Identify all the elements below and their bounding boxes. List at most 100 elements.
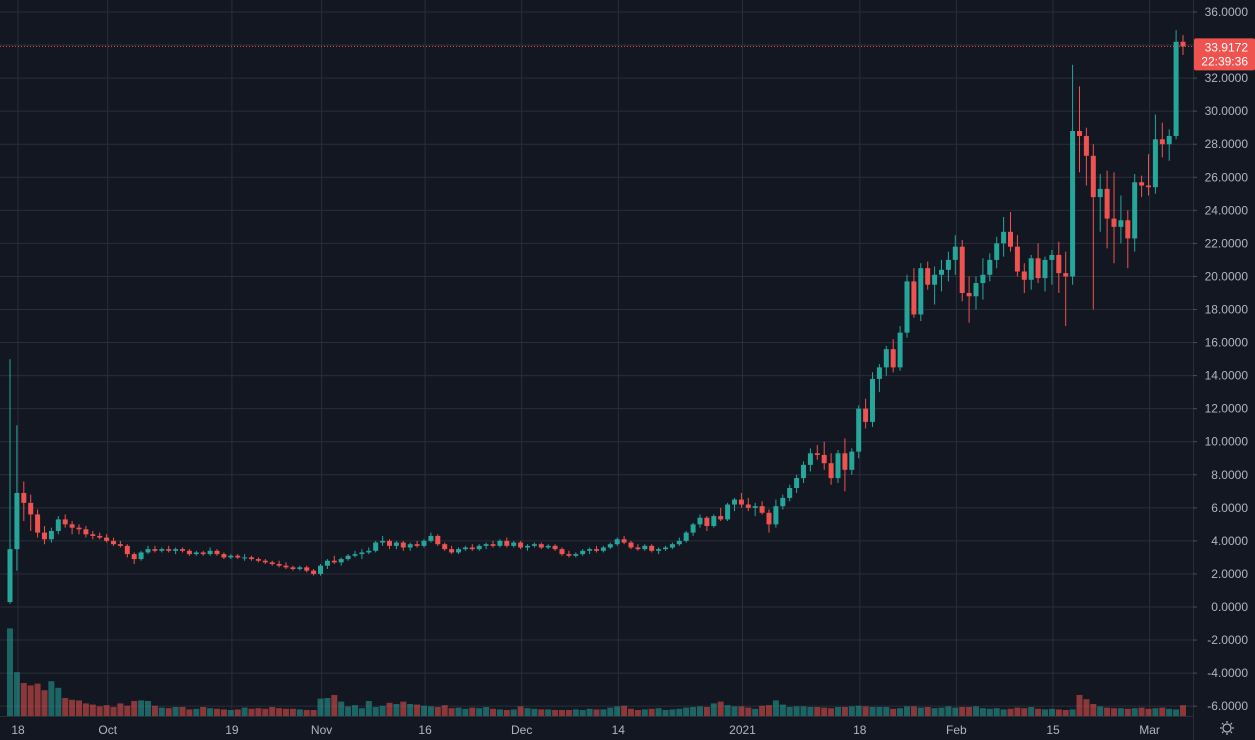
candle-body [1042,259,1048,279]
volume-bar [634,710,641,716]
volume-bar [441,705,448,716]
candle-body [1056,254,1062,274]
candle-body [856,408,862,452]
candle-body [1146,185,1151,188]
candle-body [600,547,606,551]
candle-body [48,530,54,540]
volume-bar [1173,709,1180,716]
volume-bar [973,706,979,716]
candle-body [269,562,275,565]
candle-body [538,544,544,548]
volume-bar [414,704,421,716]
volume-bar [310,710,317,716]
price-tick-label: 12.0000 [1205,402,1249,416]
candle-body [745,504,751,508]
candle-body [807,453,813,465]
candle-body [117,544,123,546]
volume-bar [76,700,82,716]
candle-body [1111,218,1117,227]
candle-body [587,549,593,551]
price-tick-label: 18.0000 [1205,303,1249,317]
candle-body [897,332,903,368]
volume-bar [945,706,952,716]
candle-body [1132,182,1138,239]
time-tick-label: 18 [853,723,867,737]
candle-body [428,535,434,541]
volume-bar [138,700,145,716]
candle-body [945,259,951,270]
volume-bar [352,705,358,716]
time-axis[interactable]: 18 Oct 19 Nov 16 Dec 14 2021 18 Feb 15 Mar [0,716,1193,738]
volume-bar [828,708,835,716]
volume-bar [924,707,931,716]
candle-body [324,560,330,566]
candle-body [242,557,248,559]
price-tick-label: 16.0000 [1205,336,1249,350]
volume-bar [814,707,821,716]
candle-body [759,506,765,513]
volume-bar [676,708,683,716]
volume-bar [200,707,207,716]
price-tick-label: -4.0000 [1207,666,1248,680]
volume-bar [427,706,434,716]
volume-bar [669,709,676,716]
volume-bar [241,707,248,716]
volume-bar [579,710,586,716]
candle-body [1077,131,1082,136]
candle-body [331,560,337,563]
price-axis[interactable]: 36.000034.000032.000030.000028.000026.00… [1193,0,1248,740]
candle-body [407,544,413,548]
volume-bar [1117,708,1124,716]
candle-body [373,542,379,551]
volume-bar [545,709,552,716]
candle-body [959,246,965,293]
volume-bar [269,707,276,716]
volume-bar [959,707,966,716]
volume-bar [62,698,69,716]
volume-bar [910,706,917,716]
candle-body [200,552,206,555]
candle-body [939,269,944,275]
candle-body [145,549,151,553]
volume-bar [338,701,345,716]
volume-bar [131,701,138,716]
volume-bar [772,700,779,716]
volume-bar [807,707,814,716]
volume-bar [731,706,738,716]
volume-bar [931,708,938,716]
candle-body [138,552,144,560]
volume-bar [738,706,745,716]
price-tick-label: 30.0000 [1205,104,1249,118]
volume-bar [496,709,503,716]
volume-bar [938,707,945,716]
time-tick-label: Mar [1139,723,1160,737]
volume-bar [841,707,848,716]
time-tick-label: 16 [418,723,432,737]
candle-body [380,540,386,543]
candle-body [276,564,282,566]
time-tick-label: Feb [946,723,967,737]
volume-bar [1083,699,1090,716]
candle-body [1014,246,1020,272]
candle-body [462,547,468,550]
candle-body [1104,188,1110,219]
volume-bar [393,704,400,716]
candle-body [1166,135,1172,145]
volume-bar [1131,708,1138,716]
candle-body [111,540,116,545]
volume-bar [1090,704,1097,716]
candle-body [35,514,41,533]
candle-body [725,504,731,520]
volume-bar [386,702,393,716]
volume-bar [7,628,13,716]
volume-bar [766,705,772,716]
volume-bar [717,701,724,716]
volume-bar [151,705,158,716]
volume-bar [855,705,862,716]
chart-settings-icon[interactable] [1220,721,1234,735]
volume-bar [628,708,634,716]
volume-bar [1055,709,1062,716]
